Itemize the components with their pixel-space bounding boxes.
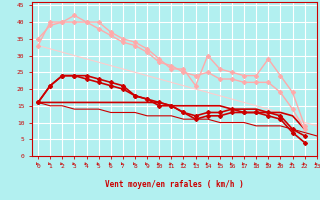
X-axis label: Vent moyen/en rafales ( km/h ): Vent moyen/en rafales ( km/h ) xyxy=(105,180,244,189)
